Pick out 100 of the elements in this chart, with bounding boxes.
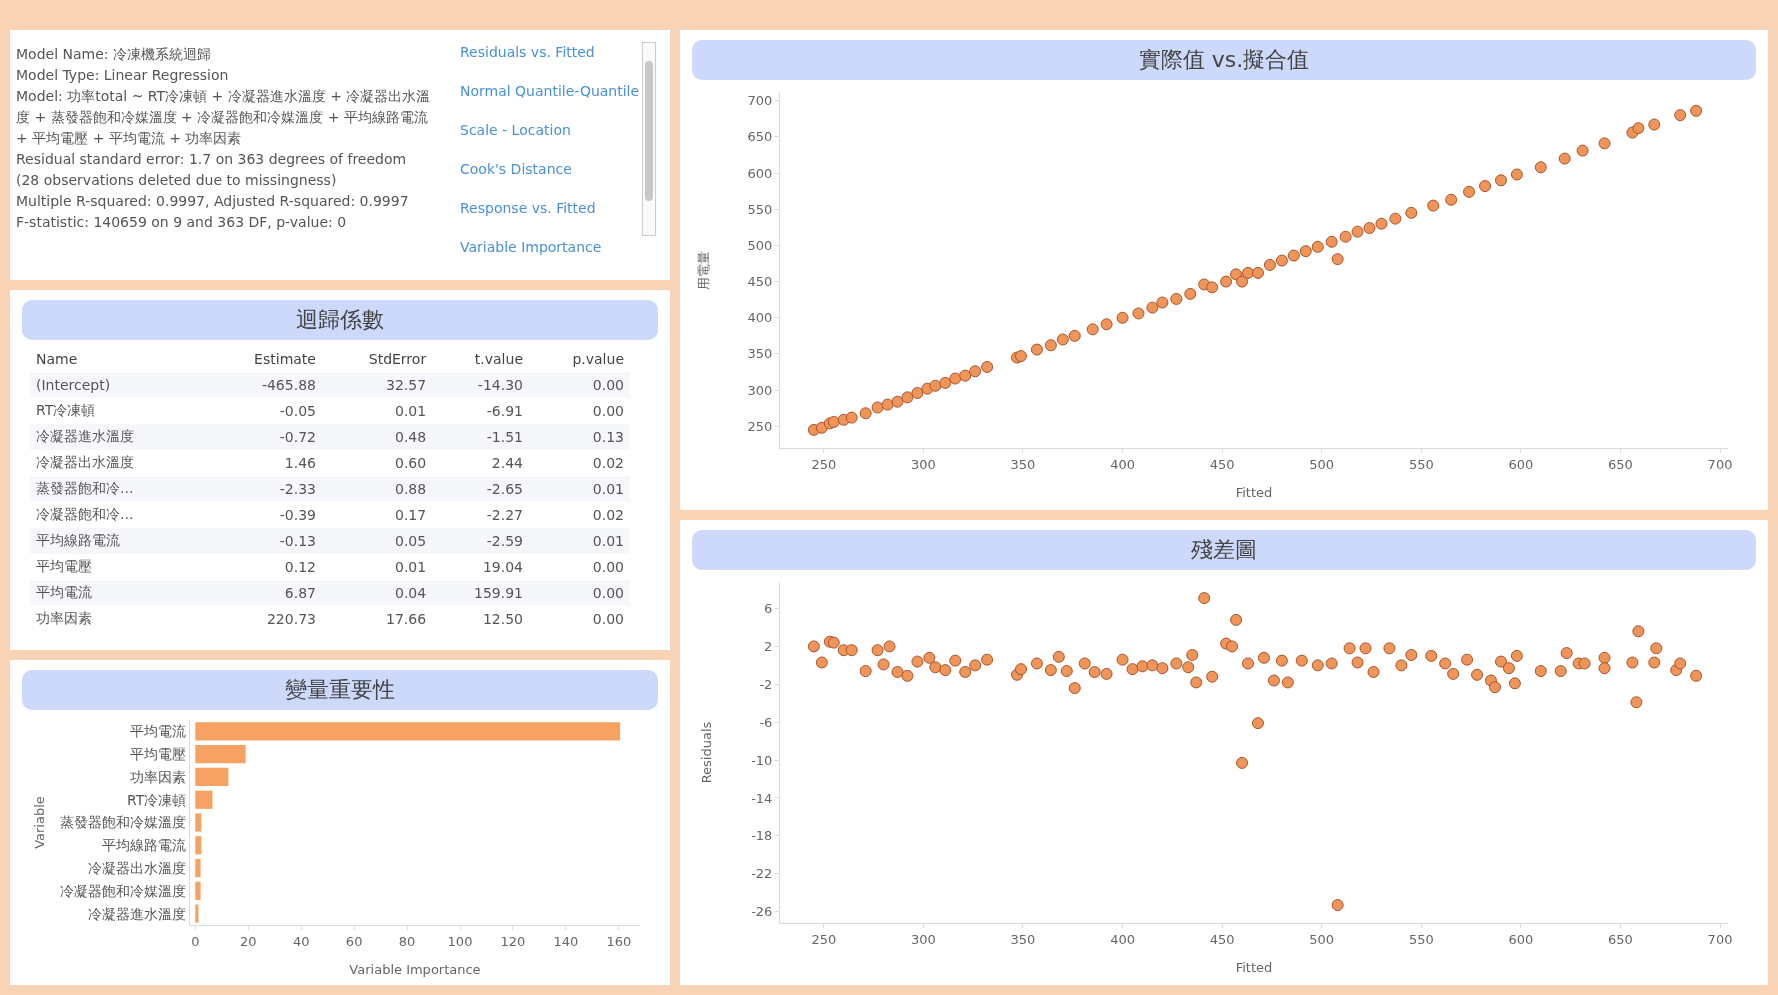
text: 冷凝器出水溫度 bbox=[35, 453, 135, 472]
text: Response vs. Fitted bbox=[460, 200, 597, 218]
text: Model: 功率total ~ RT冷凍頓 + 冷凝器進水溫度 + 冷凝器出水溫度 + 蒸發器飽和冷媒溫度 + 冷凝器飽和冷媒溫度 + 平均線路電流 + 平均電壓 + 平均電流 + 功率因素 bbox=[16, 87, 432, 148]
y-tick-label: 平均電壓 bbox=[130, 746, 187, 763]
text: 功率因素 bbox=[35, 609, 93, 628]
category-label: Name bbox=[35, 350, 79, 369]
y-tick-label: -6 bbox=[759, 714, 773, 730]
text: 0.01 bbox=[393, 558, 428, 577]
text: -6.91 bbox=[485, 402, 524, 421]
text: 迴歸係數 bbox=[22, 300, 658, 340]
y-axis-title: Variable bbox=[32, 796, 48, 849]
text: 159.91 bbox=[432, 580, 529, 606]
y-tick-label: 300 bbox=[747, 382, 773, 398]
y-tick-label: -26 bbox=[751, 904, 773, 920]
text: 0.17 bbox=[393, 506, 428, 525]
text: F-statistic: 140659 on 9 and 363 DF, p-value: 0 bbox=[16, 213, 348, 232]
x-tick-label: 140 bbox=[553, 933, 579, 949]
text: Normal Quantile-Quantile bbox=[460, 83, 641, 101]
y-tick-label: 平均電流 bbox=[130, 723, 187, 740]
x-tick-label: 60 bbox=[345, 933, 363, 949]
category-label: t.value bbox=[473, 350, 524, 369]
text: 0.88 bbox=[321, 476, 433, 502]
y-tick-label: 250 bbox=[747, 418, 773, 434]
category-label: Estimate bbox=[253, 350, 317, 369]
bar bbox=[195, 881, 201, 900]
text: 0.00 bbox=[591, 610, 625, 629]
x-tick-label: 20 bbox=[239, 933, 257, 949]
text: Multiple R-squared: 0.9997, Adjusted R-squared: 0.9997 bbox=[16, 192, 410, 211]
x-tick-label: 500 bbox=[1309, 931, 1335, 947]
text: -465.88 bbox=[204, 372, 322, 398]
text: (Intercept) bbox=[30, 372, 205, 398]
text: Variable Importance bbox=[460, 239, 603, 257]
text: 0.00 bbox=[529, 580, 630, 606]
y-tick-label: 700 bbox=[747, 93, 773, 109]
x-tick-label: 450 bbox=[1209, 931, 1235, 947]
text: 0.02 bbox=[591, 454, 625, 473]
bar bbox=[195, 858, 201, 878]
x-tick-label: 550 bbox=[1408, 456, 1434, 472]
y-tick-label: -10 bbox=[751, 752, 773, 768]
y-tick-label: 冷凝器出水溫度 bbox=[88, 859, 187, 876]
x-tick-label: 700 bbox=[1707, 931, 1733, 947]
text: -0.05 bbox=[278, 402, 317, 421]
y-axis-title: Residuals bbox=[699, 721, 715, 784]
y-tick-label: 平均線路電流 bbox=[102, 837, 187, 854]
text: 0.01 bbox=[393, 402, 428, 421]
x-tick-label: 500 bbox=[1309, 456, 1335, 472]
chart-title: 殘差圖 bbox=[692, 530, 1756, 570]
text: Cook's Distance bbox=[460, 161, 573, 179]
y-tick-label: 650 bbox=[747, 129, 773, 145]
bar bbox=[195, 904, 199, 923]
x-tick-label: 80 bbox=[398, 933, 416, 949]
chart-title: 變量重要性 bbox=[22, 670, 658, 710]
chart-title: 實際值 vs.擬合值 bbox=[692, 40, 1756, 80]
x-tick-label: 40 bbox=[292, 933, 310, 949]
y-tick-label: 冷凝器飽和冷媒溫度 bbox=[60, 882, 187, 899]
text: (28 observations deleted due to missingness) bbox=[16, 171, 338, 190]
text: 19.04 bbox=[481, 558, 524, 577]
x-tick-label: 350 bbox=[1010, 456, 1036, 472]
text: -1.51 bbox=[432, 424, 529, 450]
text: -2.33 bbox=[204, 476, 322, 502]
y-tick-label: 450 bbox=[747, 274, 773, 290]
x-tick-label: 400 bbox=[1110, 456, 1135, 472]
x-tick-label: 600 bbox=[1508, 456, 1534, 472]
category-label: StdError bbox=[367, 350, 428, 369]
text: 220.73 bbox=[265, 610, 317, 629]
x-tick-label: 250 bbox=[811, 931, 837, 947]
x-tick-label: 0 bbox=[191, 933, 200, 949]
x-tick-label: 550 bbox=[1408, 931, 1434, 947]
x-tick-label: 160 bbox=[606, 933, 632, 949]
text: 17.66 bbox=[385, 610, 428, 629]
x-tick-label: 700 bbox=[1707, 456, 1733, 472]
x-tick-label: 300 bbox=[910, 456, 936, 472]
text: 0.00 bbox=[591, 558, 625, 577]
y-tick-label: 冷凝器進水溫度 bbox=[88, 905, 187, 922]
bar bbox=[195, 745, 246, 764]
x-tick-label: 650 bbox=[1608, 931, 1633, 947]
text: 2.44 bbox=[490, 454, 524, 473]
text: 0.48 bbox=[321, 424, 433, 450]
x-tick-label: 450 bbox=[1209, 456, 1235, 472]
text: -2.27 bbox=[485, 506, 524, 525]
text: 0.12 bbox=[283, 558, 317, 577]
text: -2.59 bbox=[432, 528, 529, 554]
y-tick-label: -14 bbox=[751, 790, 773, 806]
text: Model Name: 冷凍機系統迴歸 bbox=[16, 45, 212, 64]
text: -0.13 bbox=[204, 528, 322, 554]
y-tick-label: RT冷凍頓 bbox=[126, 791, 187, 808]
text: Residual standard error: 1.7 on 363 degrees of freedom bbox=[16, 150, 408, 169]
text: 1.46 bbox=[283, 454, 317, 473]
bar bbox=[195, 767, 229, 787]
text: -0.39 bbox=[278, 506, 317, 525]
text: 0.01 bbox=[529, 476, 630, 502]
x-tick-label: 100 bbox=[447, 933, 473, 949]
bar bbox=[195, 836, 202, 855]
text: -0.72 bbox=[204, 424, 322, 450]
y-tick-label: 6 bbox=[764, 601, 773, 617]
y-tick-label: -22 bbox=[751, 866, 773, 882]
text: 平均電壓 bbox=[35, 557, 93, 576]
y-tick-label: 功率因素 bbox=[130, 768, 187, 785]
y-tick-label: 400 bbox=[747, 310, 773, 326]
text: 6.87 bbox=[204, 580, 322, 606]
